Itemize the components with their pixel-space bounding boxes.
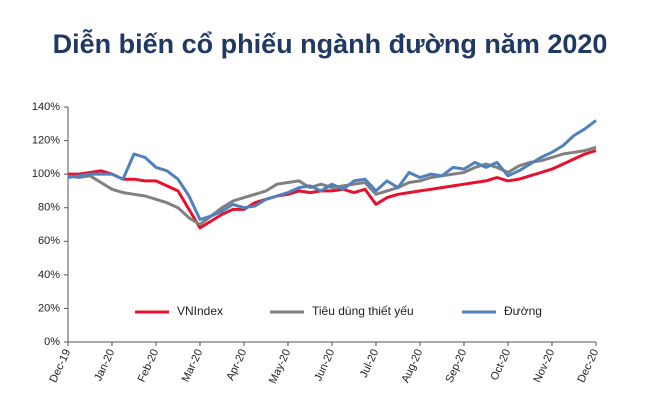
legend-label: Đường (504, 304, 542, 318)
x-tick-label: Sep-20 (443, 347, 469, 384)
x-tick-label: Aug-20 (399, 347, 425, 384)
x-tick-label: Nov-20 (531, 347, 557, 384)
y-tick-label: 20% (38, 302, 60, 314)
series-line (67, 119, 597, 221)
x-tick-label: Dec-20 (575, 347, 601, 384)
x-tick-label: Feb-20 (136, 347, 162, 384)
x-tick-label: Jul-20 (358, 347, 382, 379)
y-tick-label: 140% (32, 101, 60, 113)
x-tick-label: Dec-19 (47, 347, 73, 384)
x-tick-label: Jan-20 (92, 347, 117, 383)
y-tick-label: 0% (44, 336, 60, 348)
legend-label: VNIndex (177, 304, 223, 318)
x-tick-label: Apr-20 (225, 347, 250, 382)
y-tick-label: 80% (38, 202, 60, 214)
y-tick-label: 60% (38, 235, 60, 247)
x-tick-label: Oct-20 (489, 347, 514, 382)
x-tick-label: May-20 (267, 347, 293, 385)
series-line (67, 145, 597, 226)
x-tick-label: Jun-20 (312, 347, 337, 383)
series-line (68, 149, 597, 230)
legend-label: Tiêu dùng thiết yếu (312, 304, 414, 318)
y-tick-label: 100% (32, 168, 60, 180)
y-tick-label: 120% (32, 134, 60, 146)
chart-title: Diễn biến cổ phiếu ngành đường năm 2020 (53, 28, 608, 59)
y-tick-label: 40% (38, 269, 60, 281)
x-tick-label: Mar-20 (180, 347, 206, 384)
